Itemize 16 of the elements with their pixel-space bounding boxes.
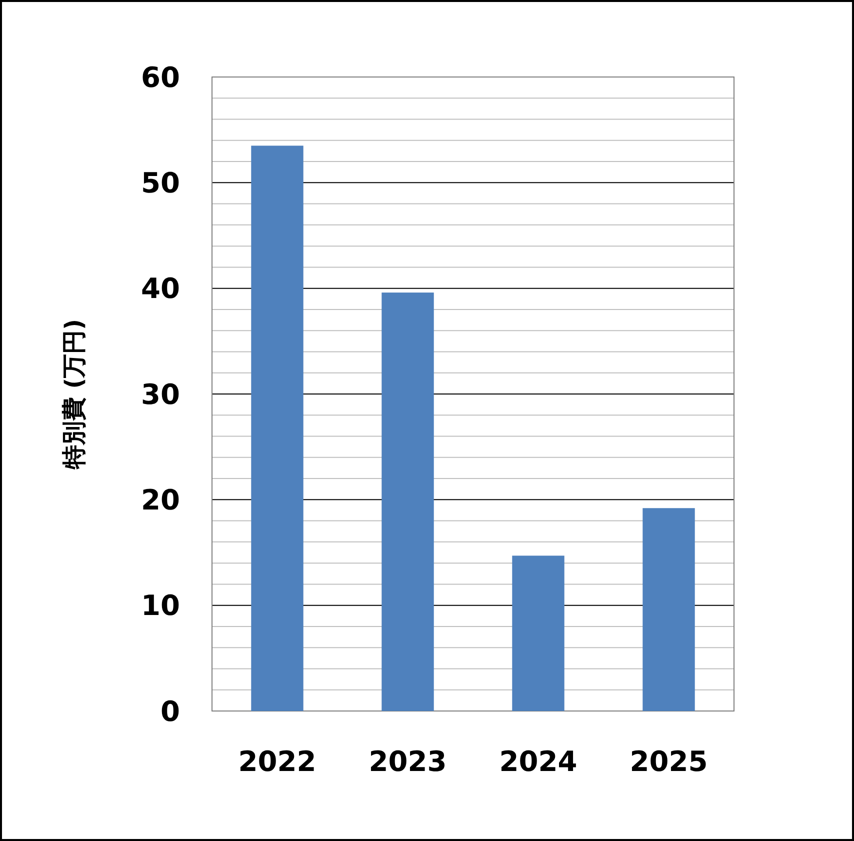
bar <box>251 146 304 711</box>
y-tick-label: 10 <box>141 589 180 622</box>
y-tick-label: 60 <box>141 60 180 94</box>
x-tick-label: 2022 <box>238 745 316 778</box>
x-tick-label: 2025 <box>630 745 708 778</box>
y-tick-label: 20 <box>141 483 180 516</box>
x-tick-label: 2024 <box>499 745 578 778</box>
y-tick-label: 40 <box>141 272 180 306</box>
bar <box>512 556 564 711</box>
bar <box>382 292 434 711</box>
y-tick-label: 0 <box>160 694 180 728</box>
bar <box>642 508 695 711</box>
y-axis-title: 特別費 (万円) <box>60 318 88 470</box>
x-tick-label: 2023 <box>368 745 447 778</box>
y-tick-label: 50 <box>141 166 180 200</box>
y-tick-label: 30 <box>141 378 180 411</box>
